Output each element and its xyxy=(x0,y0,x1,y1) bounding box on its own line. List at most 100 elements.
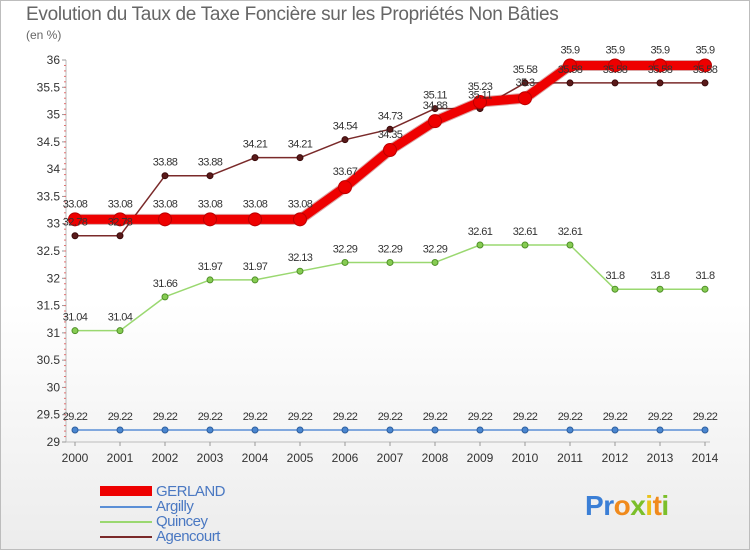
data-label-agencourt: 35.11 xyxy=(468,90,492,102)
y-tick-label: 31 xyxy=(47,326,61,340)
legend-swatch xyxy=(100,536,152,538)
data-label-argilly: 29.22 xyxy=(603,411,628,423)
data-label-quincey: 31.97 xyxy=(198,261,223,273)
point-agencourt xyxy=(656,79,664,87)
point-agencourt xyxy=(566,79,574,87)
data-label-argilly: 29.22 xyxy=(558,411,583,423)
series-line-shadow-gerland xyxy=(75,59,705,225)
data-label-argilly: 29.22 xyxy=(693,411,718,423)
data-label-agencourt: 32.78 xyxy=(63,217,88,229)
point-gerland xyxy=(203,212,217,227)
legend-label: Agencourt xyxy=(156,528,220,545)
data-label-quincey: 31.8 xyxy=(605,270,624,282)
point-argilly xyxy=(566,426,574,434)
y-tick-label: 30.5 xyxy=(37,353,61,367)
point-gerland xyxy=(248,212,262,227)
series-line-gerland xyxy=(75,60,705,224)
data-label-gerland: 33.08 xyxy=(153,198,178,210)
point-gerland xyxy=(563,58,577,73)
point-gerland xyxy=(158,212,172,227)
point-quincey xyxy=(116,327,124,335)
data-label-quincey: 32.29 xyxy=(333,243,358,255)
data-label-agencourt: 35.58 xyxy=(648,64,673,76)
y-unit-label: (en %) xyxy=(26,28,62,42)
point-quincey xyxy=(701,285,709,293)
data-label-quincey: 31.66 xyxy=(153,278,178,290)
data-label-agencourt: 32.78 xyxy=(108,217,133,229)
point-gerland xyxy=(608,58,622,73)
point-quincey xyxy=(611,285,619,293)
data-label-quincey: 31.04 xyxy=(108,312,133,324)
legend-label: GERLAND xyxy=(156,483,226,500)
point-quincey xyxy=(656,285,664,293)
x-tick-label: 2006 xyxy=(332,451,359,465)
point-agencourt xyxy=(161,172,169,180)
data-label-quincey: 32.29 xyxy=(423,243,448,255)
point-argilly xyxy=(521,426,529,434)
x-tick-label: 2012 xyxy=(602,451,629,465)
data-label-argilly: 29.22 xyxy=(648,411,673,423)
data-label-argilly: 29.22 xyxy=(468,411,493,423)
data-label-gerland: 35.9 xyxy=(650,44,669,56)
point-gerland xyxy=(473,95,487,110)
x-tick-label: 2014 xyxy=(692,451,719,465)
y-tick-label: 29 xyxy=(47,435,61,449)
legend-label: Argilly xyxy=(156,498,194,515)
point-quincey xyxy=(431,258,439,266)
data-label-agencourt: 35.11 xyxy=(423,90,447,102)
x-tick-label: 2011 xyxy=(557,451,583,465)
point-quincey xyxy=(566,241,574,249)
point-agencourt xyxy=(296,154,304,162)
data-label-gerland: 35.9 xyxy=(695,44,714,56)
y-tick-label: 29.5 xyxy=(37,408,61,422)
data-label-argilly: 29.22 xyxy=(288,411,313,423)
data-label-argilly: 29.22 xyxy=(198,411,223,423)
point-argilly xyxy=(296,426,304,434)
data-label-quincey: 31.8 xyxy=(650,270,669,282)
y-tick-label: 34.5 xyxy=(37,135,61,149)
point-argilly xyxy=(701,426,709,434)
x-tick-label: 2002 xyxy=(152,451,179,465)
x-tick-label: 2008 xyxy=(422,451,449,465)
data-label-gerland: 35.9 xyxy=(560,44,579,56)
data-label-gerland: 33.08 xyxy=(288,198,313,210)
data-label-quincey: 31.8 xyxy=(695,270,714,282)
point-agencourt xyxy=(431,105,439,113)
point-quincey xyxy=(386,258,394,266)
point-agencourt xyxy=(701,79,709,87)
data-label-gerland: 35.9 xyxy=(605,44,624,56)
data-label-argilly: 29.22 xyxy=(243,411,268,423)
point-agencourt xyxy=(71,232,79,240)
y-tick-label: 35.5 xyxy=(37,80,61,94)
point-argilly xyxy=(341,426,349,434)
data-label-gerland: 33.67 xyxy=(333,166,358,178)
y-tick-label: 35 xyxy=(47,108,61,122)
data-label-gerland: 33.08 xyxy=(243,198,268,210)
legend-swatch xyxy=(100,506,152,508)
point-agencourt xyxy=(611,79,619,87)
y-tick-label: 32.5 xyxy=(37,244,61,258)
y-tick-label: 31.5 xyxy=(37,299,61,313)
point-argilly xyxy=(431,426,439,434)
point-quincey xyxy=(251,276,259,284)
data-label-quincey: 32.61 xyxy=(558,226,583,238)
data-label-argilly: 29.22 xyxy=(153,411,178,423)
point-quincey xyxy=(521,241,529,249)
point-quincey xyxy=(296,267,304,275)
data-label-gerland: 35.3 xyxy=(515,77,534,89)
x-tick-label: 2010 xyxy=(512,451,539,465)
data-label-argilly: 29.22 xyxy=(378,411,403,423)
data-label-argilly: 29.22 xyxy=(513,411,538,423)
point-gerland xyxy=(428,114,442,129)
data-label-argilly: 29.22 xyxy=(423,411,448,423)
data-label-agencourt: 34.21 xyxy=(288,139,313,151)
data-label-gerland: 33.08 xyxy=(108,198,133,210)
point-agencourt xyxy=(521,79,529,87)
point-gerland xyxy=(518,91,532,106)
x-tick-label: 2009 xyxy=(467,451,494,465)
data-label-gerland: 33.08 xyxy=(63,198,88,210)
x-tick-label: 2003 xyxy=(197,451,224,465)
data-label-argilly: 29.22 xyxy=(333,411,358,423)
point-argilly xyxy=(611,426,619,434)
data-label-agencourt: 35.58 xyxy=(693,64,718,76)
